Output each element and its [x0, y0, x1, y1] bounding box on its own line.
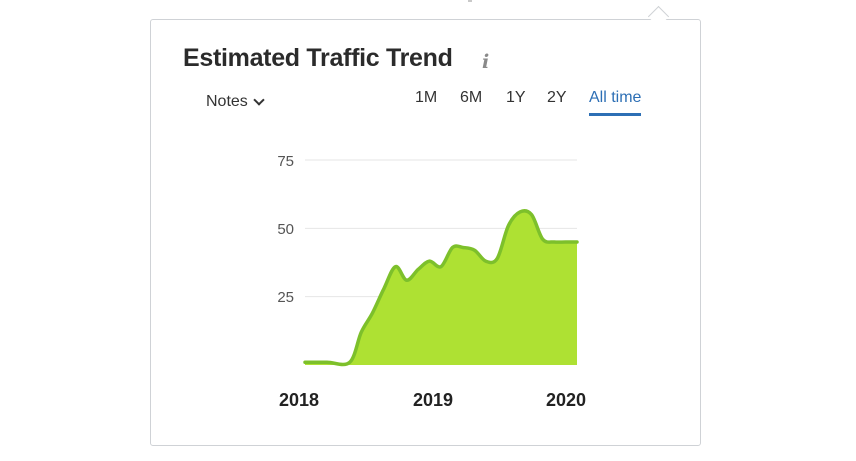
traffic-area — [305, 210, 577, 365]
tab-1y[interactable]: 1Y — [506, 89, 526, 106]
x-tick-label: 2019 — [413, 390, 454, 410]
top-divider-mark — [468, 0, 472, 2]
x-tick-label: 2018 — [279, 390, 320, 410]
widget-title: Estimated Traffic Trend — [183, 44, 453, 72]
y-tick-label: 75 — [277, 153, 294, 170]
notes-dropdown[interactable]: Notes — [206, 93, 265, 111]
tab-all-time[interactable]: All time — [589, 89, 642, 116]
traffic-trend-card — [150, 19, 701, 446]
notes-label: Notes — [206, 93, 248, 110]
y-tick-label: 50 — [277, 221, 294, 238]
tab-1m[interactable]: 1M — [415, 89, 438, 106]
info-icon[interactable]: i — [482, 51, 490, 73]
x-tick-label: 2020 — [546, 390, 587, 410]
y-tick-label: 25 — [277, 289, 294, 306]
traffic-line — [303, 209, 579, 367]
tab-2y[interactable]: 2Y — [547, 89, 567, 106]
tab-6m[interactable]: 6M — [460, 89, 483, 106]
